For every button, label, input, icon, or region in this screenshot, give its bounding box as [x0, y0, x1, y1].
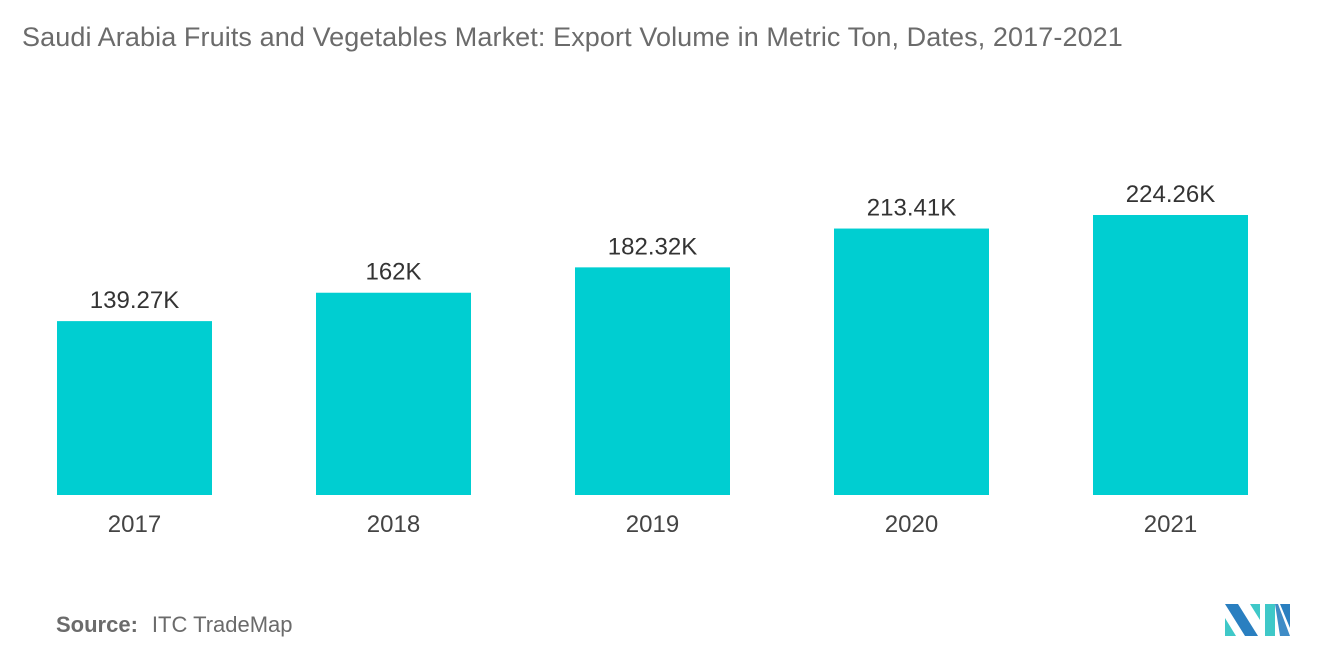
x-tick-label: 2017	[108, 511, 161, 538]
bar-2020	[834, 228, 989, 495]
data-label: 182.32K	[608, 233, 697, 260]
bar-2017	[57, 321, 212, 495]
x-tick-label: 2020	[885, 511, 938, 538]
bar-2019	[575, 267, 730, 495]
chart-title: Saudi Arabia Fruits and Vegetables Marke…	[22, 22, 1123, 52]
x-tick-label: 2018	[367, 511, 420, 538]
data-label: 139.27K	[90, 287, 179, 314]
data-label: 162K	[365, 259, 421, 286]
x-tick-label: 2019	[626, 511, 679, 538]
bar-2021	[1093, 215, 1248, 495]
source-label: Source:	[56, 612, 138, 637]
bar-2018	[316, 292, 471, 495]
source-note: Source: ITC TradeMap	[56, 612, 293, 638]
source-value: ITC TradeMap	[151, 612, 293, 637]
data-label: 224.26K	[1126, 181, 1215, 208]
bar-chart: 139.27K 2017 162K 2018 182.32K 2019 213.41K 202…	[57, 181, 1248, 538]
mordor-logo	[1225, 604, 1290, 636]
data-label: 213.41K	[867, 195, 956, 222]
x-tick-label: 2021	[1144, 511, 1197, 538]
